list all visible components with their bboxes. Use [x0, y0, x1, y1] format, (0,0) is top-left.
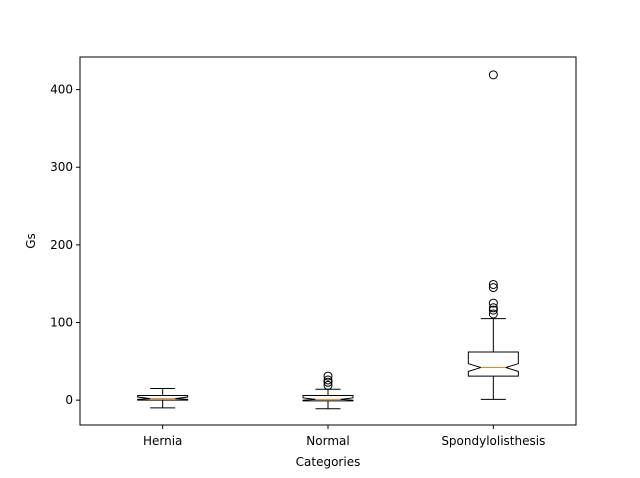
- axes-frame: [79, 56, 577, 426]
- y-axis: 0 100 200 300 400: [50, 83, 80, 407]
- outlier-point: [488, 283, 498, 293]
- box-Spondylolisthesis: [467, 70, 519, 400]
- box-Normal: [302, 371, 354, 410]
- y-tick-label-300: 300: [50, 160, 73, 174]
- y-tick-label-0: 0: [65, 393, 73, 407]
- outlier-point: [488, 70, 498, 80]
- outlier-point: [488, 305, 498, 315]
- y-tick-label-400: 400: [50, 83, 73, 97]
- outlier-point: [323, 377, 333, 387]
- y-tick-label-100: 100: [50, 316, 73, 330]
- outlier-point: [488, 309, 498, 319]
- x-tick-label-Hernia: Hernia: [143, 434, 182, 448]
- box-Hernia: [137, 388, 189, 409]
- y-tick-label-200: 200: [50, 238, 73, 252]
- outlier-point: [323, 375, 333, 385]
- outlier-point: [323, 380, 333, 390]
- notched-box: [302, 395, 354, 402]
- notched-box: [137, 395, 189, 401]
- x-axis: Hernia Normal Spondylolisthesis: [143, 425, 545, 448]
- x-tick-label-Normal: Normal: [306, 434, 349, 448]
- x-tick-label-Spondylolisthesis: Spondylolisthesis: [441, 434, 545, 448]
- outlier-point: [488, 298, 498, 308]
- outlier-point: [323, 371, 333, 381]
- outlier-point: [488, 279, 498, 289]
- y-axis-label: Gs: [24, 233, 38, 249]
- x-axis-label: Categories: [296, 455, 361, 469]
- outlier-point: [488, 303, 498, 313]
- plot-area: [137, 70, 519, 410]
- notched-box: [467, 351, 519, 377]
